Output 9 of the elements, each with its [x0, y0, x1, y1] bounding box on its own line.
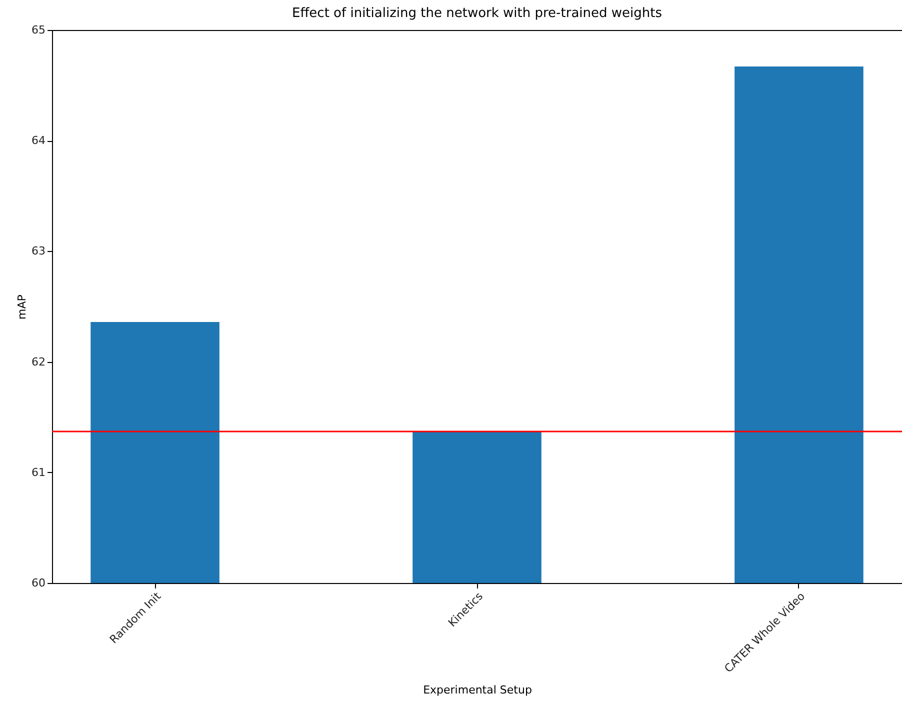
y-tick-label: 62	[32, 355, 46, 368]
y-tick-label: 61	[32, 466, 46, 479]
y-tick-label: 65	[32, 24, 46, 36]
y-tick-label: 63	[32, 244, 46, 258]
y-tick-label: 64	[32, 134, 46, 148]
y-axis-title: mAP	[16, 294, 29, 320]
y-tick-label: 60	[32, 576, 46, 590]
x-axis-title: Experimental Setup	[423, 684, 532, 697]
chart-title: Effect of initializing the network with pre-trained weights	[292, 6, 662, 21]
